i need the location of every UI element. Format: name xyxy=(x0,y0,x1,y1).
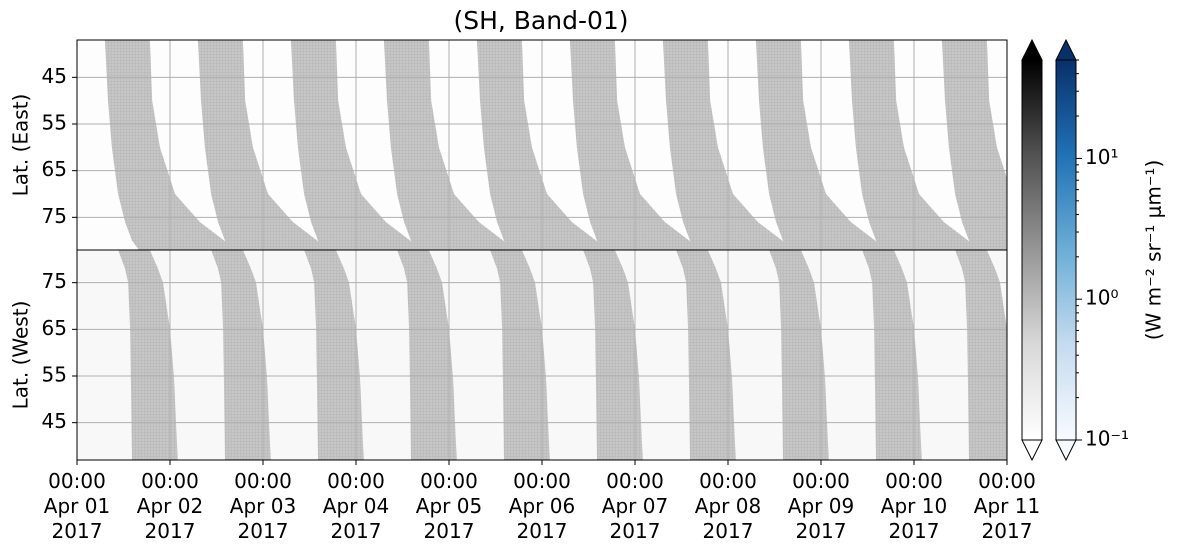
colorbar-extend-max xyxy=(1021,38,1043,61)
x-tick-label: 00:00 Apr 10 2017 xyxy=(881,469,947,543)
swath-texture xyxy=(941,40,1007,250)
swath-texture xyxy=(755,40,891,250)
x-tick-label: 00:00 Apr 11 2017 xyxy=(974,469,1040,543)
colorbar-tick-label: 10⁰ xyxy=(1085,286,1118,310)
swath-texture xyxy=(118,250,178,460)
x-tick-label: 00:00 Apr 02 2017 xyxy=(137,469,203,543)
colorbar-extend-min xyxy=(1055,439,1077,462)
y-tick-label: 45 xyxy=(42,64,67,88)
x-tick-label: 00:00 Apr 07 2017 xyxy=(602,469,668,543)
swath-texture xyxy=(490,250,550,460)
y-tick-label: 55 xyxy=(42,363,67,387)
swath-texture xyxy=(290,40,426,250)
x-tick-label: 00:00 Apr 01 2017 xyxy=(44,469,110,543)
y-axis-label: Lat. (East) xyxy=(9,94,33,197)
colorbar-label: (W m⁻² sr⁻¹ μm⁻¹) xyxy=(1142,160,1166,341)
swath-texture xyxy=(862,250,922,460)
swath-texture xyxy=(476,40,612,250)
y-tick-label: 75 xyxy=(42,269,67,293)
y-tick-label: 55 xyxy=(42,111,67,135)
swath-texture xyxy=(848,40,984,250)
swath-texture xyxy=(662,40,798,250)
x-tick-label: 00:00 Apr 04 2017 xyxy=(323,469,389,543)
colorbar xyxy=(1021,59,1043,441)
swath-texture xyxy=(769,250,829,460)
swath-texture xyxy=(397,250,457,460)
x-tick-label: 00:00 Apr 08 2017 xyxy=(695,469,761,543)
y-tick-label: 65 xyxy=(42,157,67,181)
colorbar-extend-min xyxy=(1021,439,1043,462)
swath-texture xyxy=(211,250,271,460)
y-axis-label: Lat. (West) xyxy=(9,301,33,410)
panel xyxy=(77,250,1007,460)
swath-texture xyxy=(197,40,333,250)
x-tick-label: 00:00 Apr 06 2017 xyxy=(509,469,575,543)
swath-texture xyxy=(383,40,519,250)
swath-texture xyxy=(304,250,364,460)
colorbar-extend-max xyxy=(1055,38,1077,61)
y-tick-label: 75 xyxy=(42,204,67,228)
swath-texture xyxy=(104,40,240,250)
y-tick-label: 65 xyxy=(42,316,67,340)
swath-texture xyxy=(676,250,736,460)
swath-texture xyxy=(955,250,1007,460)
panel xyxy=(77,40,1007,250)
x-tick-label: 00:00 Apr 03 2017 xyxy=(230,469,296,543)
y-tick-label: 45 xyxy=(42,409,67,433)
colorbar-tick-label: 10¹ xyxy=(1085,145,1118,169)
colorbar xyxy=(1055,59,1077,441)
chart-title: (SH, Band-01) xyxy=(453,6,628,35)
colorbar-tick-label: 10⁻¹ xyxy=(1085,427,1129,451)
x-tick-label: 00:00 Apr 05 2017 xyxy=(416,469,482,543)
swath-texture xyxy=(569,40,705,250)
swath-texture xyxy=(583,250,643,460)
x-tick-label: 00:00 Apr 09 2017 xyxy=(788,469,854,543)
